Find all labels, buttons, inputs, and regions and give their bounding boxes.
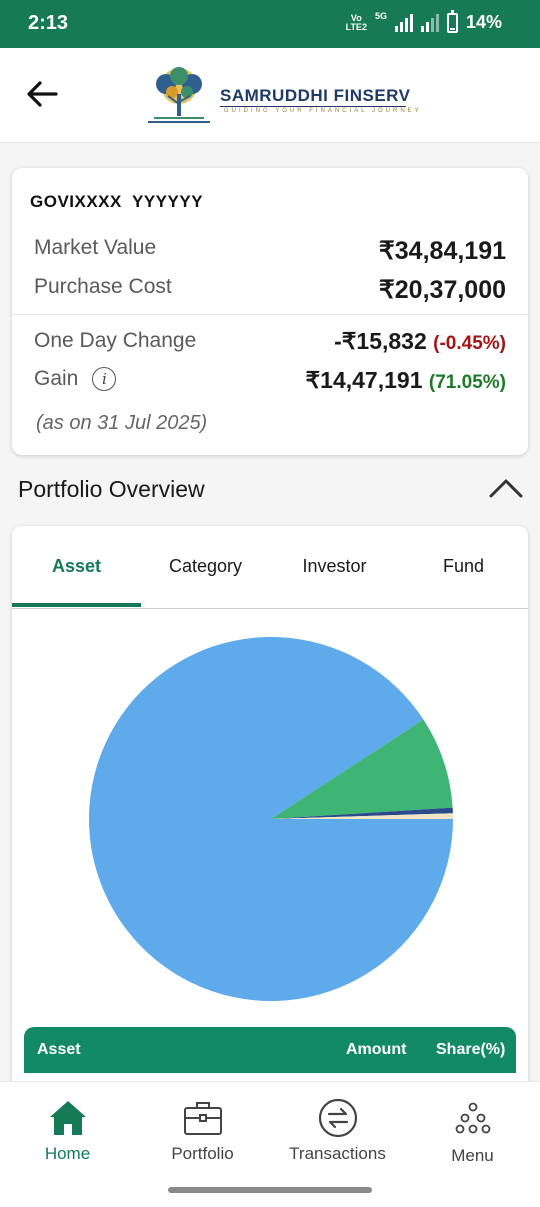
brand-name: SAMRUDDHI FINSERV xyxy=(220,86,411,105)
summary-divider xyxy=(12,314,528,315)
brand-underline xyxy=(220,106,406,107)
signal-2-icon xyxy=(420,13,439,32)
market-value-label: Market Value xyxy=(34,236,157,259)
one-day-change: -₹15,832 (-0.45%) xyxy=(334,328,506,355)
as-on-date: (as on 31 Jul 2025) xyxy=(36,412,208,434)
status-bar: 2:13 Vo LTE2 5G 14% xyxy=(0,0,540,48)
pie-slice-1[interactable] xyxy=(271,719,453,819)
gain: ₹14,47,191 (71.05%) xyxy=(306,367,506,394)
pie-slice-3[interactable] xyxy=(271,813,453,819)
brand-logo: SAMRUDDHI FINSERV GUIDING YOUR FINANCIAL… xyxy=(144,64,419,128)
market-value: ₹34,84,191 xyxy=(378,237,506,265)
purchase-cost: ₹20,37,000 xyxy=(378,276,506,304)
nav-menu[interactable]: Menu xyxy=(405,1096,540,1166)
nav-portfolio[interactable]: Portfolio xyxy=(135,1096,270,1164)
signal-1-icon xyxy=(394,13,413,32)
col-asset: Asset xyxy=(37,1041,81,1058)
gain-percent: (71.05%) xyxy=(428,372,506,393)
nav-menu-label: Menu xyxy=(451,1146,494,1165)
portfolio-overview-card: Asset Category Investor Fund Asset Amoun… xyxy=(12,526,528,1096)
status-time: 2:13 xyxy=(28,12,69,34)
one-day-change-label: One Day Change xyxy=(34,329,197,352)
volte-indicator: Vo LTE2 xyxy=(345,12,367,32)
briefcase-icon xyxy=(183,1102,222,1135)
tab-fund[interactable]: Fund xyxy=(442,556,485,576)
asset-pie-chart[interactable] xyxy=(86,634,456,1004)
nav-transactions[interactable]: Transactions xyxy=(270,1096,405,1164)
section-title: Portfolio Overview xyxy=(18,476,205,502)
asset-table-header: Asset Amount Share(%) xyxy=(24,1027,516,1073)
nav-transactions-label: Transactions xyxy=(289,1144,386,1163)
tab-asset[interactable]: Asset xyxy=(51,556,102,576)
nav-home[interactable]: Home xyxy=(0,1096,135,1164)
tab-category[interactable]: Category xyxy=(168,556,243,576)
purchase-cost-label: Purchase Cost xyxy=(34,275,172,298)
status-icons: Vo LTE2 5G 14% xyxy=(345,9,502,33)
tree-logo-icon xyxy=(148,67,210,123)
brand-tagline: GUIDING YOUR FINANCIAL JOURNEY xyxy=(224,108,422,114)
tab-investor[interactable]: Investor xyxy=(302,556,367,576)
gain-amount: ₹14,47,191 xyxy=(305,367,423,393)
col-share: Share(%) xyxy=(436,1041,506,1058)
info-icon[interactable]: i xyxy=(92,367,117,392)
overview-tabs: Asset Category Investor Fund xyxy=(12,526,528,609)
home-icon xyxy=(49,1101,86,1135)
account-name: GOVIXXXX YYYYYY xyxy=(30,192,204,211)
arrow-left-icon[interactable] xyxy=(22,74,62,114)
portfolio-summary-card: GOVIXXXX YYYYYY Market Value ₹34,84,191 … xyxy=(12,168,528,455)
transactions-icon xyxy=(318,1098,357,1138)
gain-label: Gain xyxy=(34,367,79,390)
pie-slice-0[interactable] xyxy=(89,637,453,1001)
col-amount: Amount xyxy=(346,1041,407,1058)
chevron-up-icon[interactable] xyxy=(488,474,524,502)
bottom-navigation: Home Portfolio Transactions Menu xyxy=(0,1081,540,1207)
one-day-change-amount: -₹15,832 xyxy=(334,328,427,354)
active-tab-indicator xyxy=(12,603,141,607)
nav-portfolio-label: Portfolio xyxy=(171,1144,234,1163)
gesture-home-bar[interactable] xyxy=(168,1187,372,1193)
battery-icon xyxy=(446,9,458,33)
menu-dots-icon xyxy=(455,1102,490,1134)
app-header: SAMRUDDHI FINSERV GUIDING YOUR FINANCIAL… xyxy=(0,48,540,143)
nav-home-label: Home xyxy=(44,1144,91,1163)
one-day-change-percent: (-0.45%) xyxy=(433,333,506,354)
5g-indicator: 5G xyxy=(374,11,387,21)
gain-row-label: Gain i xyxy=(34,367,117,392)
battery-percent: 14% xyxy=(465,12,502,32)
pie-slice-2[interactable] xyxy=(271,807,453,819)
